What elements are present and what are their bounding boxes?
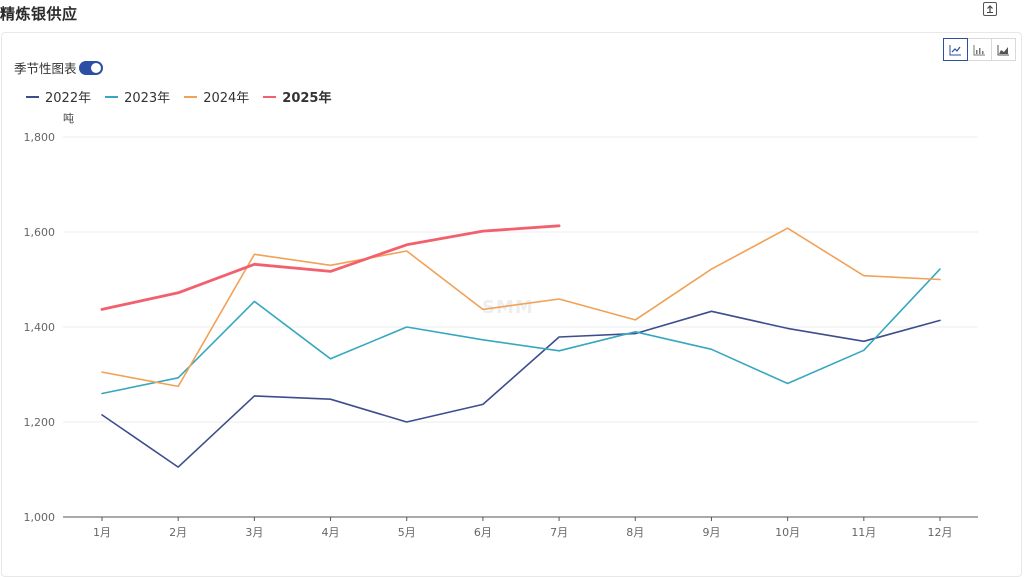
legend-item-2025[interactable]: 2025年 bbox=[263, 87, 331, 106]
chart-legend: 2022年 2023年 2024年 2025年 bbox=[26, 87, 331, 106]
grid-lines bbox=[63, 136, 978, 423]
legend-label-2024: 2024年 bbox=[203, 91, 250, 106]
line-chart-button[interactable] bbox=[943, 38, 968, 61]
svg-text:SMM: SMM bbox=[482, 297, 534, 318]
area-chart-icon bbox=[997, 44, 1009, 55]
legend-label-2023: 2023年 bbox=[124, 91, 171, 106]
legend-item-2022[interactable]: 2022年 bbox=[26, 87, 91, 106]
x-tick-label: 11月 bbox=[851, 526, 876, 539]
x-tick-label: 7月 bbox=[550, 526, 568, 539]
x-tick-label: 2月 bbox=[169, 526, 187, 539]
legend-swatch-2023 bbox=[105, 95, 119, 98]
legend-label-2022: 2022年 bbox=[45, 91, 92, 106]
line-chart-icon bbox=[949, 44, 961, 55]
x-tick-label: 5月 bbox=[398, 526, 416, 539]
y-tick-label: 1,600 bbox=[24, 226, 56, 239]
series-line-2025年[interactable] bbox=[100, 224, 561, 311]
x-tick-label: 6月 bbox=[474, 526, 492, 539]
seasonal-toggle[interactable] bbox=[78, 60, 103, 75]
bar-chart-icon bbox=[973, 44, 985, 55]
x-tick-label: 1月 bbox=[93, 526, 111, 539]
y-tick-label: 1,800 bbox=[24, 131, 56, 144]
export-button[interactable] bbox=[983, 2, 997, 16]
y-tick-label: 1,400 bbox=[24, 321, 56, 334]
legend-label-2025: 2025年 bbox=[282, 91, 332, 106]
legend-swatch-2025 bbox=[263, 95, 277, 98]
page-title: 精炼银供应 bbox=[0, 5, 78, 23]
x-tick-label: 8月 bbox=[626, 526, 644, 539]
watermark: SMM bbox=[482, 297, 534, 318]
series-group bbox=[100, 224, 941, 468]
y-axis-unit: 吨 bbox=[63, 112, 74, 125]
x-tick-label: 12月 bbox=[928, 526, 953, 539]
series-line-2022年[interactable] bbox=[101, 310, 941, 468]
x-tick-label: 4月 bbox=[322, 526, 340, 539]
series-line-2024年[interactable] bbox=[101, 227, 941, 388]
y-tick-label: 1,000 bbox=[24, 511, 56, 524]
export-icon bbox=[987, 5, 993, 13]
x-tick-label: 3月 bbox=[245, 526, 263, 539]
chart-type-switcher bbox=[943, 38, 1016, 61]
legend-swatch-2022 bbox=[26, 95, 39, 98]
legend-item-2024[interactable]: 2024年 bbox=[184, 87, 249, 106]
legend-swatch-2024 bbox=[184, 95, 198, 98]
seasonal-control: 季节性图表 bbox=[14, 58, 103, 77]
axes: 1,000 1,200 1,400 1,600 1,800 1月 2月 3月 4月 5月 6月 7月 8… bbox=[24, 131, 978, 539]
area-chart-button[interactable] bbox=[991, 38, 1016, 61]
seasonal-label: 季节性图表 bbox=[14, 61, 77, 76]
series-line-2023年[interactable] bbox=[101, 268, 941, 395]
x-tick-label: 10月 bbox=[775, 526, 800, 539]
y-tick-label: 1,200 bbox=[24, 416, 56, 429]
legend-item-2023[interactable]: 2023年 bbox=[105, 87, 170, 106]
x-tick-label: 9月 bbox=[702, 526, 720, 539]
